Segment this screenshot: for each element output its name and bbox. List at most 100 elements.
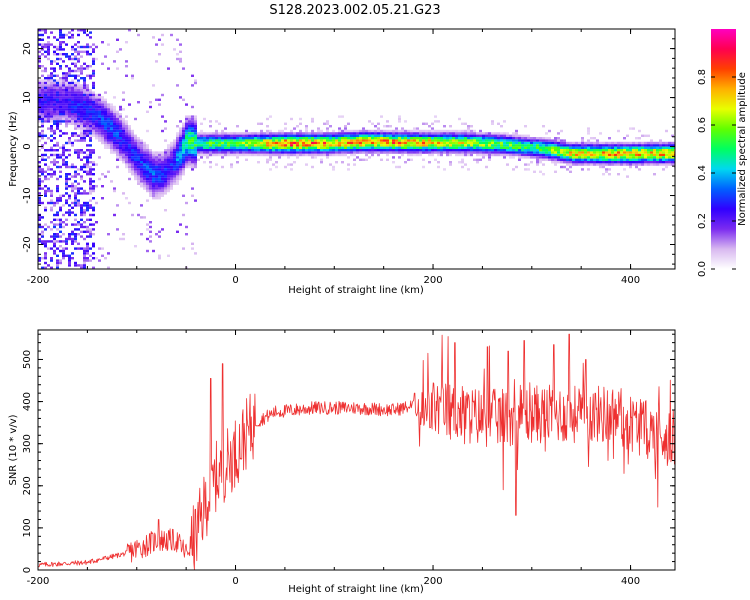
spectrogram-cell [50,192,53,195]
spectrogram-cell [293,161,296,164]
spectrogram-cell [581,144,584,147]
spectrogram-cell [125,129,128,133]
spectrogram-cell [356,146,359,149]
spectrogram-cell [512,156,515,159]
spectrogram-cell [581,141,584,145]
spectrogram-cell [296,151,299,154]
spectrogram-cell [533,141,536,145]
spectrogram-cell [299,129,302,133]
spectrogram-cell [176,156,179,159]
spectrogram-cell [191,105,194,109]
spectrogram-cell [77,173,80,176]
spectrogram-cell [95,96,98,99]
spectrogram-cell [119,132,122,135]
spectrogram-cell [629,151,632,154]
spectrogram-cell [365,146,368,149]
spectrogram-cell [146,168,149,171]
spectrogram-cell [47,50,50,53]
spectrogram-cell [278,129,281,133]
spectrogram-cell [365,144,368,147]
spectrogram-cell [524,139,527,142]
spectrogram-cell [389,125,392,128]
spectrogram-cell [98,93,101,97]
spectrogram-cell [44,242,47,245]
spectrogram-cell [83,84,86,87]
spectrogram-cell [392,132,395,135]
spectrogram-cell [38,132,41,135]
spectrogram-cell [599,151,602,154]
spectrogram-cell [587,158,590,161]
spectrogram-cell [551,139,554,142]
spectrogram-cell [164,163,167,166]
spectrogram-cell [41,45,44,49]
spectrogram-cell [137,156,140,159]
spectrogram-cell [80,55,83,58]
spectrogram-cell [110,151,113,154]
spectrogram-cell [650,141,653,145]
spectrogram-cell [515,144,518,147]
spectrogram-cell [206,156,209,159]
spectrogram-cell [518,137,521,140]
spectrogram-cell [167,175,170,178]
spectrogram-cell [653,173,656,176]
spectrogram-cell [467,134,470,137]
spectrogram-cell [59,117,62,121]
spectrogram-cell [95,45,98,49]
spectrogram-cell [158,156,161,159]
spectrogram-cell [122,141,125,145]
spectrogram-y-tick-label: -10 [22,187,33,203]
spectrogram-cell [104,139,107,142]
spectrogram-cell [536,149,539,152]
spectrogram-cell [410,137,413,140]
spectrogram-cell [68,139,71,142]
spectrogram-cell [275,149,278,152]
spectrogram-cell [119,108,122,111]
spectrogram-cell [563,139,566,142]
spectrogram-cell [278,137,281,140]
spectrogram-cell [149,153,152,157]
spectrogram-cell [83,120,86,123]
spectrogram-cell [596,149,599,152]
spectrogram-cell [65,156,68,159]
spectrogram-cell [38,113,41,116]
spectrogram-cell [71,89,74,92]
spectrogram-cell [86,98,89,101]
spectrogram-cell [263,149,266,152]
spectrogram-cell [614,146,617,149]
spectrogram-cell [182,156,185,159]
spectrogram-cell [557,151,560,154]
spectrogram-cell [362,149,365,152]
spectrogram-cell [401,144,404,147]
spectrogram-cell [437,132,440,135]
spectrogram-cell [83,165,86,169]
spectrogram-cell [170,175,173,178]
spectrogram-cell [56,110,59,113]
spectrogram-cell [317,151,320,154]
spectrogram-cell [74,170,77,173]
spectrogram-cell [74,233,77,236]
spectrogram-cell [170,170,173,173]
spectrogram-cell [215,153,218,157]
spectrogram-cell [410,139,413,142]
spectrogram-cell [563,141,566,145]
spectrogram-cell [386,125,389,128]
spectrogram-cell [158,194,161,197]
spectrogram-cell [68,177,71,181]
spectrogram-cell [482,137,485,140]
spectrogram-cell [635,156,638,159]
spectrogram-cell [467,129,470,133]
spectrogram-cell [152,173,155,176]
spectrogram-cell [107,108,110,111]
spectrogram-cell [635,146,638,149]
spectrogram-cell [65,89,68,92]
spectrogram-cell [272,139,275,142]
spectrogram-cell [170,144,173,147]
spectrogram-cell [65,254,68,257]
spectrogram-cell [113,115,116,118]
spectrogram-cell [164,185,167,188]
spectrogram-cell [482,141,485,145]
spectrogram-cell [308,139,311,142]
spectrogram-cell [122,139,125,142]
colorbar-tick-label: 0.6 [697,117,708,133]
spectrogram-cell [455,129,458,133]
